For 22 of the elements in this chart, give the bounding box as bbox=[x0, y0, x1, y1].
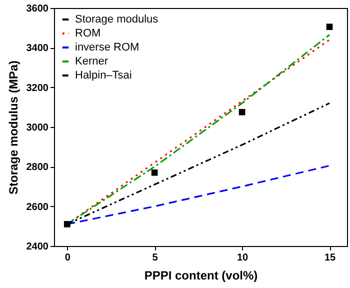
legend-label: Kerner bbox=[75, 56, 108, 68]
x-tick-label: 5 bbox=[152, 252, 158, 264]
y-tick-label: 3600 bbox=[26, 4, 49, 14]
x-tick-label: 15 bbox=[324, 252, 336, 264]
legend-label: inverse ROM bbox=[75, 42, 140, 54]
legend-label: Storage modulus bbox=[75, 14, 159, 26]
legend-label: ROM bbox=[75, 28, 101, 40]
y-tick-label: 2800 bbox=[26, 162, 49, 174]
y-tick-label: 3200 bbox=[26, 82, 49, 94]
point bbox=[151, 169, 158, 176]
point bbox=[238, 108, 246, 116]
legend-label: Halpin–Tsai bbox=[75, 70, 132, 82]
point bbox=[64, 221, 70, 228]
y-tick-label: 3000 bbox=[26, 122, 49, 134]
y-tick-label: 2400 bbox=[26, 242, 49, 252]
x-tick-label: 10 bbox=[236, 252, 249, 264]
y-tick-label: 3400 bbox=[26, 43, 49, 54]
x-axis-title: PPPI content (vol%) bbox=[144, 268, 258, 282]
y-tick-label: 2600 bbox=[26, 202, 49, 213]
x-tick-label: 0 bbox=[64, 252, 71, 264]
point bbox=[326, 24, 333, 30]
y-axis-title: Storage modulus (MPa) bbox=[6, 60, 20, 195]
